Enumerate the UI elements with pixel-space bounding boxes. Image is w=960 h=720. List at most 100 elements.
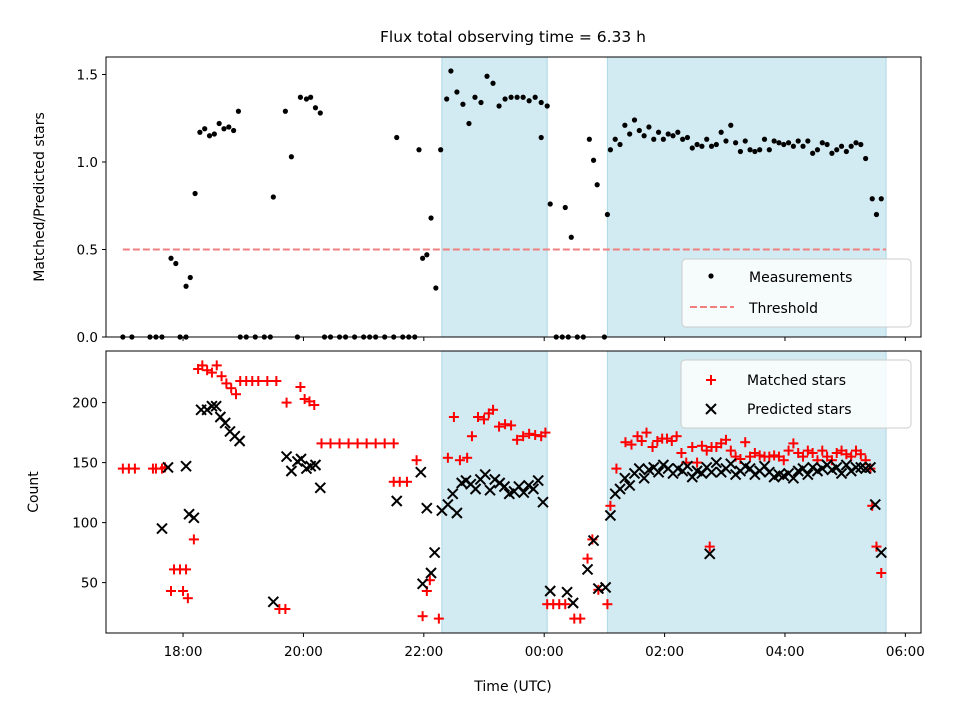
predicted-stars-point: [280, 450, 293, 463]
matched-stars-point: [666, 436, 677, 446]
measurement-point: [863, 155, 869, 162]
matched-stars-point: [352, 438, 363, 449]
x-stroke: [604, 509, 617, 522]
measurement-point: [472, 94, 478, 100]
matched-stars-point: [472, 412, 483, 422]
bottom-panel-data-layer: [117, 360, 887, 624]
x-tick-label: 00:00: [525, 644, 564, 660]
predicted-stars-point: [567, 597, 579, 609]
matched-stars-point: [512, 434, 523, 445]
matched-stars-point: [671, 431, 682, 442]
matched-stars-point: [197, 360, 208, 371]
measurement-point: [526, 98, 532, 104]
predicted-stars-point: [469, 483, 482, 495]
predicted-stars-point: [479, 468, 491, 481]
legend-measurements-label: Measurements: [749, 270, 852, 286]
matched-stars-point: [871, 541, 882, 552]
x-stroke: [280, 450, 293, 463]
measurement-point: [651, 136, 657, 142]
predicted-stars-point: [180, 460, 192, 472]
top-panel-x-ticks: [182, 337, 906, 341]
measurement-point: [202, 126, 208, 132]
predicted-stars-point: [162, 461, 174, 474]
measurement-point: [742, 138, 748, 144]
x-stroke: [691, 465, 703, 477]
matched-stars-point: [479, 414, 490, 425]
matched-stars-point: [388, 438, 399, 449]
matched-stars-point: [202, 365, 213, 376]
predicted-stars-point: [285, 465, 298, 477]
measurement-point: [728, 122, 734, 128]
matched-stars-point: [807, 448, 818, 458]
x-tick-label: 20:00: [284, 644, 323, 660]
measurement-point: [800, 143, 806, 149]
x-stroke: [544, 585, 556, 597]
shaded-interval: [441, 57, 548, 337]
measurement-point: [704, 136, 710, 142]
measurement-point: [838, 143, 845, 149]
x-stroke: [638, 472, 650, 484]
legend-matched-label: Matched stars: [747, 373, 846, 389]
matched-stars-point: [876, 568, 887, 578]
measurement-point: [187, 274, 193, 281]
x-stroke: [314, 482, 326, 494]
x-stroke: [561, 586, 573, 598]
x-stroke: [469, 483, 482, 495]
measurement-point: [819, 140, 825, 146]
matched-stars-point: [166, 586, 177, 596]
measurement-point: [586, 136, 592, 142]
matched-stars-point: [817, 445, 828, 456]
measurement-point: [221, 126, 227, 132]
matched-stars-point: [231, 389, 242, 400]
x-stroke: [156, 522, 168, 535]
matched-stars-point: [704, 541, 715, 552]
x-stroke: [614, 483, 626, 495]
measurement-point: [680, 136, 686, 142]
x-stroke: [214, 411, 227, 423]
matched-stars-point: [720, 434, 731, 445]
matched-stars-point: [442, 452, 453, 463]
x-tick-label: 18:00: [164, 644, 203, 660]
x-stroke: [219, 417, 231, 429]
measurement-point: [231, 127, 237, 134]
matched-stars-point: [636, 436, 647, 446]
predicted-stars-point: [206, 400, 218, 412]
measurement-point: [235, 108, 242, 114]
measurement-point: [547, 201, 553, 207]
measurement-point: [297, 94, 304, 100]
matched-stars-point: [518, 431, 529, 442]
matched-stars-point: [540, 427, 551, 438]
matched-stars-point: [488, 404, 499, 415]
predicted-stars-point: [652, 466, 665, 478]
measurement-point: [670, 133, 676, 139]
y-tick-label: 150: [72, 456, 98, 472]
x-stroke: [428, 546, 441, 559]
matched-stars-point: [740, 437, 751, 448]
bottom-panel-x-axis: 18:00 20:00 22:00 00:00 02:00 04:00 06:00: [164, 633, 925, 660]
matched-stars-point: [181, 564, 192, 575]
matched-stars-point: [602, 599, 613, 610]
x-stroke: [850, 461, 862, 474]
measurement-point: [627, 131, 633, 137]
matched-stars-point: [788, 438, 799, 449]
x-stroke: [855, 461, 867, 474]
predicted-stars-point: [705, 466, 718, 478]
x-stroke: [267, 596, 280, 608]
measurement-point: [538, 99, 544, 106]
matched-stars-point: [582, 553, 593, 564]
matched-stars-point: [754, 450, 765, 461]
measurement-point: [766, 147, 772, 153]
matched-stars-point: [778, 455, 789, 466]
measurement-point: [853, 140, 859, 146]
predicted-stars-point: [614, 483, 626, 495]
predicted-stars-point: [314, 482, 326, 494]
predicted-stars-point: [518, 486, 530, 499]
measurement-point: [424, 252, 430, 258]
measurement-point: [689, 145, 695, 151]
measurement-point: [197, 129, 203, 135]
measurement-point: [308, 94, 314, 100]
matched-stars-point: [641, 427, 652, 438]
predicted-stars-point: [623, 479, 636, 492]
measurement-point: [288, 154, 294, 160]
measurement-point: [490, 80, 496, 86]
